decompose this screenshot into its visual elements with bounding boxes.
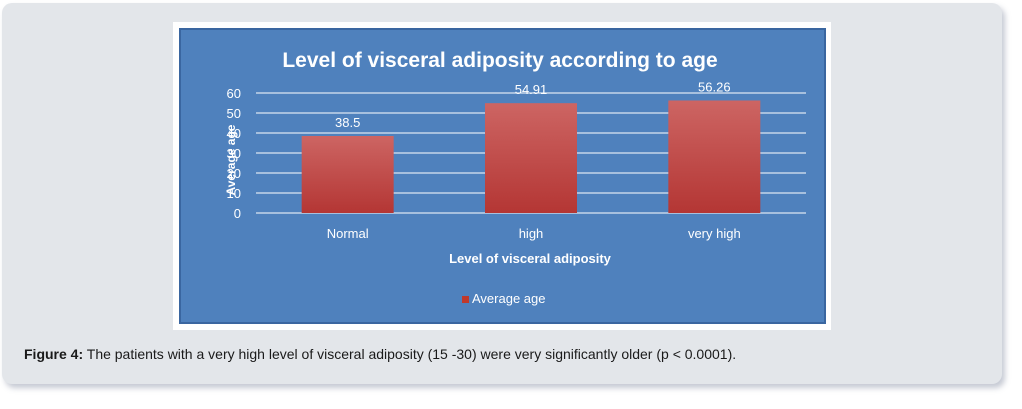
bar-normal [301, 136, 394, 213]
caption-label: Figure 4: [24, 346, 84, 362]
y-tick-label: 0 [234, 206, 241, 221]
x-tick-label: Normal [327, 226, 369, 241]
x-tick-label: high [519, 226, 544, 241]
y-tick-label: 40 [227, 126, 241, 141]
chart-area: Level of visceral adiposity according to… [179, 28, 826, 324]
y-axis-title: Average age [224, 124, 238, 195]
y-tick-label: 10 [227, 186, 241, 201]
y-tick-label: 20 [227, 166, 241, 181]
bar-high [485, 103, 577, 213]
x-tick-label: very high [688, 226, 741, 241]
caption-text: The patients with a very high level of v… [83, 346, 737, 362]
data-label: 38.5 [335, 115, 360, 130]
y-tick-label: 60 [227, 86, 241, 101]
figure-caption: Figure 4: The patients with a very high … [24, 346, 736, 362]
data-label: 54.91 [515, 82, 548, 97]
y-tick-label: 30 [227, 146, 241, 161]
legend-label: Average age [472, 291, 546, 306]
legend-marker [462, 296, 469, 303]
bars [301, 100, 761, 213]
x-axis-title: Level of visceral adiposity [449, 251, 612, 266]
y-tick-label: 50 [227, 106, 241, 121]
bar-chart: Level of visceral adiposity according to… [224, 49, 806, 306]
data-label: 56.26 [698, 79, 731, 94]
chart-text: Level of visceral adiposity according to… [224, 49, 741, 306]
chart-title: Level of visceral adiposity according to… [282, 49, 717, 72]
bar-very-high [668, 100, 761, 213]
